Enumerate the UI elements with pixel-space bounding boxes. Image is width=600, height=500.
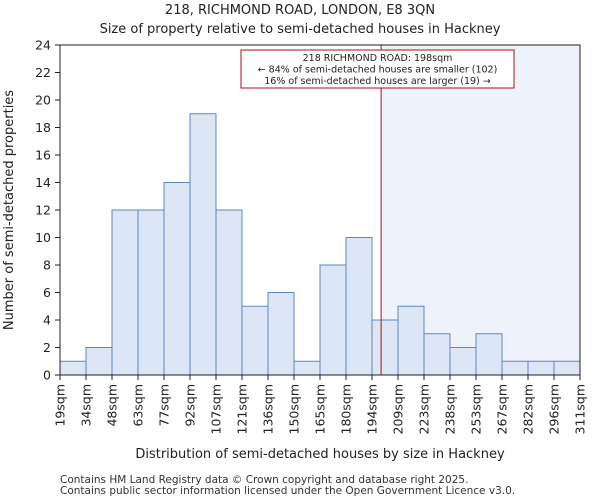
bar-238sqm bbox=[449, 347, 477, 376]
y-tick-label: 16 bbox=[35, 148, 51, 163]
bar-63sqm bbox=[137, 209, 165, 376]
x-tick-label: 48sqm bbox=[105, 384, 120, 427]
x-tick-label: 194sqm bbox=[365, 384, 380, 434]
x-tick-label: 150sqm bbox=[287, 384, 302, 434]
y-tick-label: 24 bbox=[35, 38, 51, 53]
bar-165sqm bbox=[319, 264, 347, 376]
y-tick-label: 20 bbox=[35, 93, 51, 108]
y-tick-label: 0 bbox=[43, 368, 51, 383]
x-tick-label: 209sqm bbox=[391, 384, 406, 434]
x-tick-label: 165sqm bbox=[313, 384, 328, 434]
chart-subtitle: Size of property relative to semi-detach… bbox=[100, 22, 501, 37]
x-tick-label: 180sqm bbox=[339, 384, 354, 434]
x-tick-label: 92sqm bbox=[183, 384, 198, 427]
x-tick-label: 282sqm bbox=[521, 384, 536, 434]
y-tick-label: 22 bbox=[35, 65, 51, 80]
x-axis-label: Distribution of semi-detached houses by … bbox=[135, 447, 505, 462]
footer-line-1: Contains HM Land Registry data © Crown c… bbox=[60, 474, 468, 486]
y-tick-label: 18 bbox=[35, 120, 51, 135]
bar-121sqm bbox=[241, 305, 269, 376]
x-tick-label: 19sqm bbox=[53, 384, 68, 427]
bar-253sqm bbox=[475, 333, 503, 376]
x-tick-label: 311sqm bbox=[573, 384, 588, 434]
annotation-line-2: ← 84% of semi-detached houses are smalle… bbox=[258, 65, 498, 76]
y-tick-label: 14 bbox=[35, 175, 51, 190]
bar-209sqm bbox=[397, 305, 425, 376]
x-tick-label: 77sqm bbox=[157, 384, 172, 427]
y-tick-label: 12 bbox=[35, 203, 51, 218]
bar-223sqm bbox=[423, 333, 451, 376]
bar-92sqm bbox=[189, 113, 217, 376]
y-tick-label: 4 bbox=[43, 313, 51, 328]
x-tick-label: 121sqm bbox=[235, 384, 250, 434]
y-axis-label: Number of semi-detached properties bbox=[2, 90, 17, 330]
annotation-line-1: 218 RICHMOND ROAD: 198sqm bbox=[303, 53, 453, 64]
x-tick-label: 238sqm bbox=[443, 384, 458, 434]
bar-267sqm bbox=[501, 360, 529, 376]
bar-180sqm bbox=[345, 237, 373, 376]
y-tick-label: 6 bbox=[43, 285, 51, 300]
x-tick-label: 136sqm bbox=[261, 384, 276, 434]
x-tick-label: 63sqm bbox=[131, 384, 146, 427]
bar-19sqm bbox=[59, 360, 87, 376]
y-tick-label: 8 bbox=[43, 258, 51, 273]
chart-title: 218, RICHMOND ROAD, LONDON, E8 3QN bbox=[165, 3, 435, 18]
bar-34sqm bbox=[85, 347, 113, 376]
annotation-line-3: 16% of semi-detached houses are larger (… bbox=[264, 76, 491, 87]
x-tick-label: 223sqm bbox=[417, 384, 432, 434]
x-tick-label: 34sqm bbox=[79, 384, 94, 427]
bar-48sqm bbox=[111, 209, 139, 376]
annotation-box bbox=[240, 49, 515, 89]
bar-136sqm bbox=[267, 292, 295, 376]
x-tick-label: 107sqm bbox=[209, 384, 224, 434]
x-tick-label: 267sqm bbox=[495, 384, 510, 434]
bar-282sqm bbox=[527, 360, 555, 376]
bar-150sqm bbox=[293, 360, 321, 376]
bar-296sqm bbox=[553, 360, 581, 376]
bar-107sqm bbox=[215, 209, 243, 376]
x-tick-label: 253sqm bbox=[469, 384, 484, 434]
bar-77sqm bbox=[163, 182, 191, 376]
y-tick-label: 10 bbox=[35, 230, 51, 245]
x-tick-label: 296sqm bbox=[547, 384, 562, 434]
footer-line-2: Contains public sector information licen… bbox=[60, 485, 515, 497]
y-tick-label: 2 bbox=[43, 340, 51, 355]
bar-194sqm bbox=[371, 319, 399, 376]
